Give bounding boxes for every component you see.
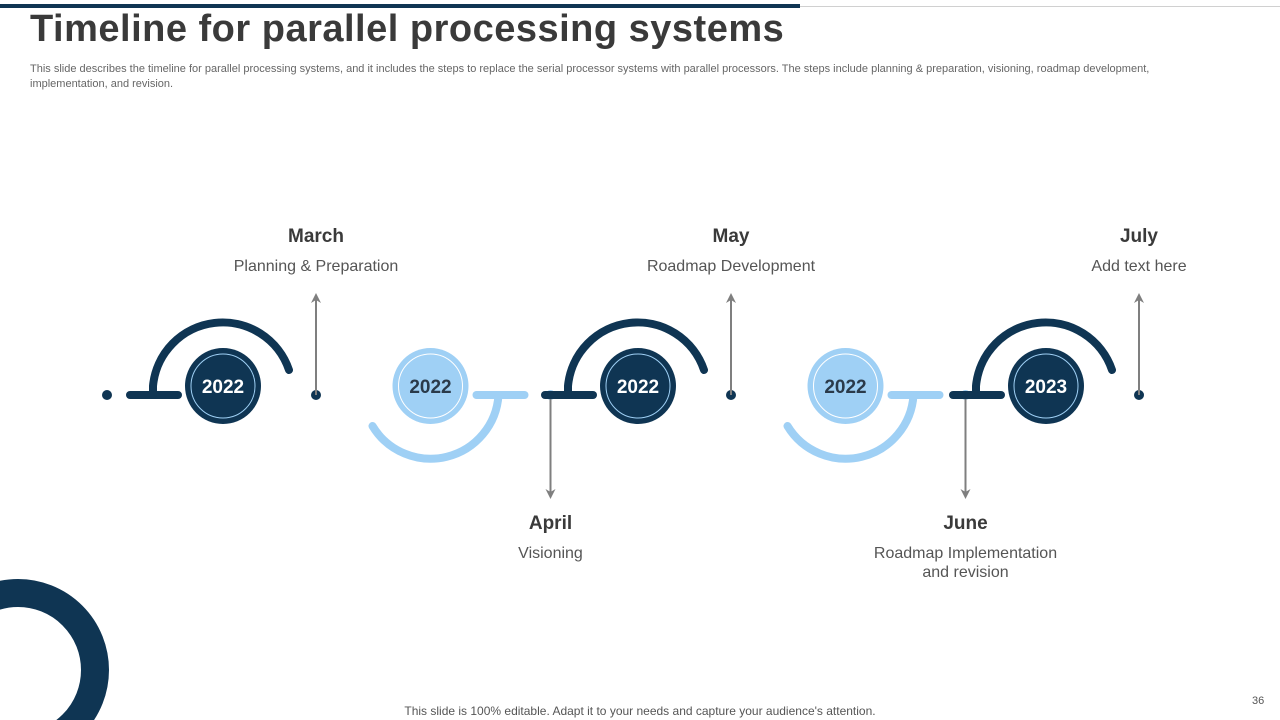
year-circle-ring [605,353,671,419]
milestone-month: May [712,226,750,247]
top-accent-bar [0,4,800,8]
year-circle-ring [813,353,878,419]
year-label: 2023 [1025,377,1067,398]
year-label: 2022 [202,377,244,398]
slide-title: Timeline for parallel processing systems [30,8,785,50]
milestone-month: April [528,513,573,534]
year-circle [1008,348,1084,424]
year-circle [185,348,261,424]
milestone-month: March [288,226,344,247]
footer-note: This slide is 100% editable. Adapt it to… [404,704,876,718]
year-circle-ring [190,353,256,419]
timeline-dot [102,390,112,400]
timeline-arc [368,391,503,463]
milestone-description: Add text here [1091,258,1187,275]
milestone-description: Roadmap Development [646,258,816,275]
milestone-description: Visioning [518,545,583,562]
timeline-arc [564,318,708,399]
decorative-ring [0,579,109,720]
page-number: 36 [1252,695,1265,707]
year-label: 2022 [617,377,659,398]
year-circle-ring [398,353,463,419]
milestone-description: Roadmap Implementation and revision [873,545,1058,581]
milestone-description: Planning & Preparation [233,258,399,275]
slide-description: This slide describes the timeline for pa… [30,63,1150,90]
year-circle [600,348,676,424]
top-divider [800,6,1280,7]
timeline-arc [972,318,1116,399]
year-label: 2022 [409,377,451,398]
timeline-arc [149,318,293,399]
year-label: 2022 [824,377,866,398]
year-circle-ring [1013,353,1079,419]
milestone-month: July [1119,226,1159,247]
year-circle [807,348,884,424]
year-circle [392,348,469,424]
timeline-arc [783,391,918,463]
milestone-month: June [943,513,988,534]
